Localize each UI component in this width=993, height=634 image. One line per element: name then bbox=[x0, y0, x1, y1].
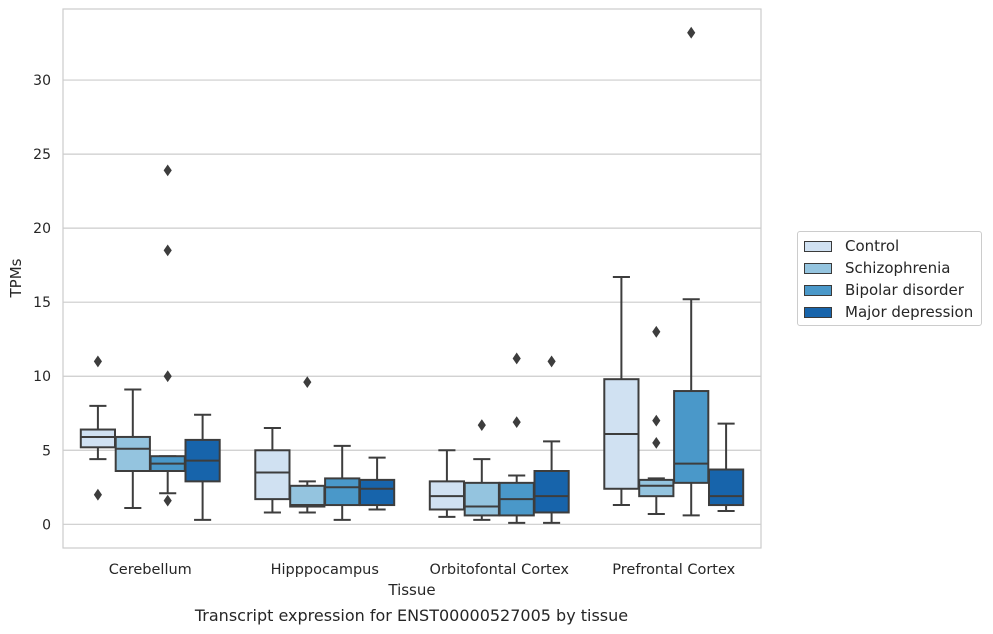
y-tick-label: 20 bbox=[33, 221, 51, 237]
outlier-point bbox=[652, 414, 661, 427]
legend-swatch-major-depression bbox=[804, 306, 832, 318]
iqr-box bbox=[673, 390, 710, 484]
legend-label-major-depression: Major depression bbox=[845, 303, 974, 321]
outlier-point bbox=[163, 164, 172, 177]
box-bipolar-disorder-prefrontal-cortex bbox=[673, 26, 710, 517]
outlier-point bbox=[477, 419, 486, 431]
outlier-point bbox=[93, 488, 102, 501]
box-major-depression-hipppocampus bbox=[358, 456, 396, 511]
y-tick-labels: 0 5 10 15 20 25 30 bbox=[33, 73, 51, 533]
box-schizophrenia-prefrontal-cortex bbox=[638, 325, 675, 515]
outlier-point bbox=[163, 370, 172, 383]
legend-label-bipolar-disorder: Bipolar disorder bbox=[845, 281, 964, 299]
box-bipolar-disorder-hipppocampus bbox=[324, 444, 361, 521]
y-tick-label: 30 bbox=[33, 73, 51, 89]
iqr-box bbox=[324, 477, 361, 507]
iqr-box bbox=[707, 468, 745, 507]
x-tick-label: Prefrontal Cortex bbox=[612, 562, 735, 578]
box-major-depression-cerebellum bbox=[184, 413, 221, 521]
legend-item-control: Control bbox=[804, 236, 899, 256]
iqr-box bbox=[254, 449, 291, 501]
x-axis-label: Tissue bbox=[387, 581, 435, 599]
legend-label-control: Control bbox=[845, 237, 900, 255]
box-major-depression-prefrontal-cortex bbox=[707, 422, 745, 512]
y-axis-label: TPMs bbox=[7, 258, 25, 298]
iqr-box bbox=[463, 481, 500, 517]
y-tick-label: 0 bbox=[42, 517, 51, 533]
gridlines bbox=[63, 79, 761, 525]
x-tick-label: Orbitofontal Cortex bbox=[430, 562, 570, 578]
box-bipolar-disorder-cerebellum bbox=[149, 164, 186, 507]
iqr-box bbox=[289, 484, 326, 508]
legend-label-schizophrenia: Schizophrenia bbox=[845, 259, 951, 277]
y-tick-label: 5 bbox=[42, 443, 51, 459]
chart-caption: Transcript expression for ENST0000052700… bbox=[194, 606, 629, 625]
x-tick-labels: Cerebellum Hipppocampus Orbitofontal Corte… bbox=[109, 562, 736, 578]
legend-item-bipolar-disorder: Bipolar disorder bbox=[804, 280, 964, 300]
box-control-orbitofontal-cortex bbox=[428, 449, 466, 518]
outlier-point bbox=[652, 325, 661, 338]
outlier-point bbox=[93, 355, 102, 368]
box-major-depression-orbitofontal-cortex bbox=[533, 355, 570, 524]
box-schizophrenia-hipppocampus bbox=[289, 376, 326, 514]
legend-item-major-depression: Major depression bbox=[804, 302, 973, 322]
iqr-box bbox=[114, 435, 151, 473]
outlier-point bbox=[512, 352, 521, 365]
iqr-box bbox=[79, 428, 117, 449]
box-control-cerebellum bbox=[79, 355, 117, 501]
outlier-point bbox=[512, 416, 521, 429]
outlier-point bbox=[547, 355, 556, 368]
legend-item-schizophrenia: Schizophrenia bbox=[804, 258, 950, 278]
legend-swatch-schizophrenia bbox=[804, 262, 832, 274]
iqr-box bbox=[358, 478, 396, 507]
outlier-point bbox=[163, 494, 172, 507]
legend: Control Schizophrenia Bipolar disorder M… bbox=[797, 231, 982, 326]
iqr-box bbox=[533, 470, 570, 514]
box-schizophrenia-cerebellum bbox=[114, 388, 151, 510]
outlier-point bbox=[303, 376, 312, 389]
box-control-prefrontal-cortex bbox=[603, 276, 640, 507]
outlier-point bbox=[163, 244, 172, 257]
legend-swatch-bipolar-disorder bbox=[804, 284, 832, 296]
boxes bbox=[79, 26, 745, 524]
outlier-point bbox=[652, 436, 661, 449]
box-control-hipppocampus bbox=[254, 427, 291, 514]
legend-swatch-control bbox=[804, 240, 832, 252]
y-tick-label: 15 bbox=[33, 295, 51, 311]
box-schizophrenia-orbitofontal-cortex bbox=[463, 419, 500, 521]
y-tick-label: 10 bbox=[33, 369, 51, 385]
x-tick-label: Cerebellum bbox=[109, 562, 192, 578]
y-tick-label: 25 bbox=[33, 147, 51, 163]
iqr-box bbox=[638, 478, 675, 498]
x-tick-label: Hipppocampus bbox=[271, 562, 379, 578]
outlier-point bbox=[687, 26, 696, 39]
